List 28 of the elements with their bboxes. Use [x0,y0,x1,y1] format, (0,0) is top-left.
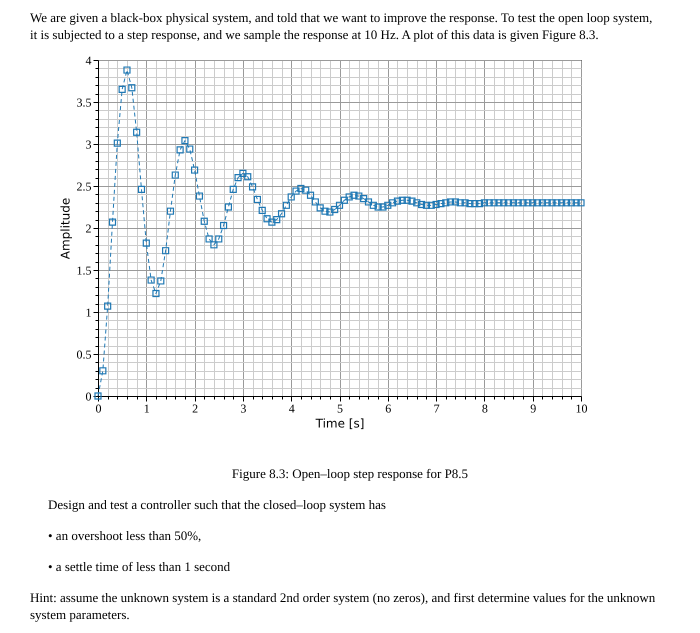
y-tick-label: 1 [86,306,92,320]
text: We are given a black-box physical system, and told that we want to improve the response. To test the open loop system, it is subjected to a step response, and we sample the response at 10 Hz. A plot of this data is given Figure 8.3. [30,9,654,43]
x-tick-label: 6 [385,402,392,416]
x-tick-label: 5 [337,402,343,416]
y-tick-label: 3 [86,138,92,152]
x-tick-label: 9 [530,402,536,416]
text: • an overshoot less than 50%, [48,527,202,544]
text: • a settle time of less than 1 second [48,558,232,575]
y-tick-label: 1.5 [76,264,92,278]
x-tick-label: 8 [482,402,488,416]
y-tick-label: 0 [86,390,92,404]
text: Figure 8.3: Open–loop step response for P8.5 [230,466,470,482]
x-tick-label: 2 [192,402,198,416]
text: Hint: assume the unknown system is a standard 2nd order system (no zeros), and first determine values for the unknown system parameters. [30,589,656,623]
y-tick-label: 2 [86,222,92,236]
x-tick-label: 10 [576,402,588,416]
y-tick-label: 3.5 [76,96,92,110]
y-axis-title: Amplitude [58,198,72,260]
x-tick-label: 7 [434,402,440,416]
x-tick-label: 4 [288,402,295,416]
x-tick-label: 1 [144,402,150,416]
y-tick-label: 0.5 [76,348,92,362]
text: Design and test a controller such that the closed–loop system has [48,496,387,513]
y-tick-label: 4 [86,54,92,68]
y-tick-label: 2.5 [76,180,92,194]
x-axis-title: Time [s] [314,416,364,430]
x-tick-label: 0 [96,402,102,416]
x-tick-label: 3 [240,402,246,416]
